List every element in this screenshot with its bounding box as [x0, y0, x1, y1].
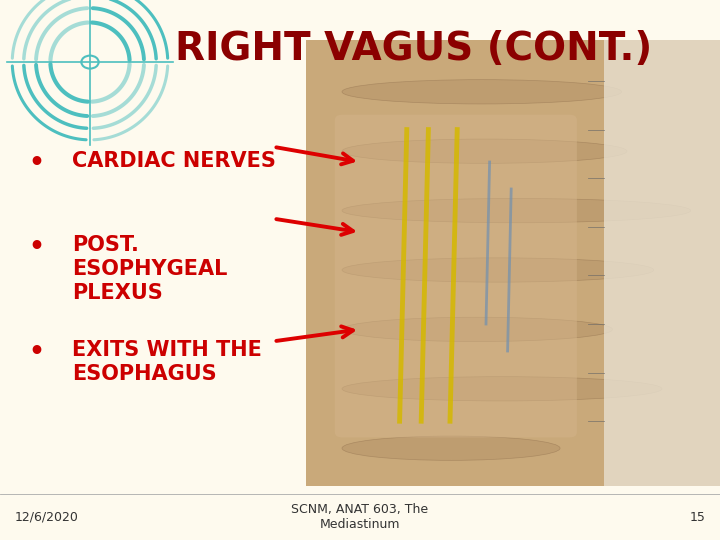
Text: SCNM, ANAT 603, The
Mediastinum: SCNM, ANAT 603, The Mediastinum — [292, 503, 428, 531]
Text: 15: 15 — [690, 511, 706, 524]
FancyBboxPatch shape — [335, 114, 577, 437]
Ellipse shape — [342, 377, 662, 401]
Text: POST.
ESOPHYGEAL
PLEXUS: POST. ESOPHYGEAL PLEXUS — [72, 235, 228, 303]
Bar — [306, 40, 720, 486]
Ellipse shape — [342, 258, 654, 282]
Text: •: • — [29, 340, 45, 364]
Ellipse shape — [342, 317, 613, 342]
Text: CARDIAC NERVES: CARDIAC NERVES — [72, 151, 276, 171]
Text: RIGHT VAGUS (CONT.): RIGHT VAGUS (CONT.) — [176, 30, 652, 68]
Ellipse shape — [342, 139, 627, 163]
Text: •: • — [29, 151, 45, 175]
Text: 12/6/2020: 12/6/2020 — [14, 511, 78, 524]
Ellipse shape — [342, 436, 560, 460]
Ellipse shape — [342, 199, 690, 222]
Text: EXITS WITH THE
ESOPHAGUS: EXITS WITH THE ESOPHAGUS — [72, 340, 262, 384]
Text: •: • — [29, 235, 45, 259]
Bar — [604, 40, 720, 486]
Ellipse shape — [342, 79, 621, 104]
